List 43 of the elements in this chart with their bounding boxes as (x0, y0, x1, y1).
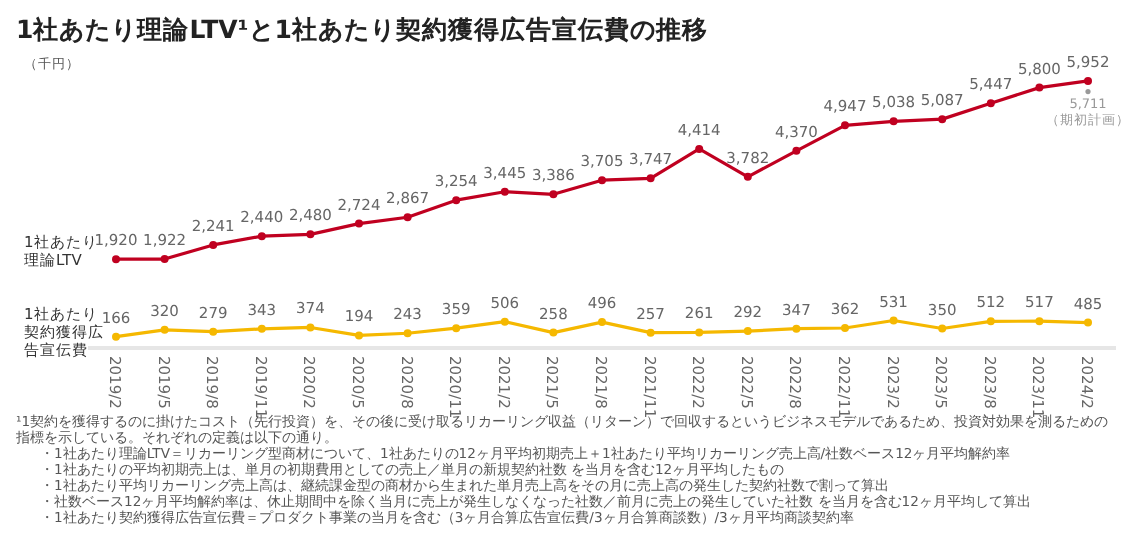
point (743, 172, 752, 181)
point (792, 324, 801, 333)
point (112, 332, 120, 341)
point (306, 323, 315, 332)
point (1035, 317, 1044, 326)
point (792, 146, 801, 155)
point (112, 255, 120, 264)
point (743, 327, 752, 336)
point (1084, 76, 1092, 85)
point (1084, 318, 1092, 327)
point (986, 99, 995, 108)
point (695, 144, 704, 153)
point (160, 255, 169, 264)
point (841, 121, 849, 130)
point (452, 196, 461, 205)
point (938, 115, 947, 124)
point (355, 219, 363, 228)
point (549, 190, 558, 199)
point (695, 328, 704, 337)
point (646, 328, 655, 337)
point (500, 317, 509, 326)
point (549, 328, 558, 337)
point (355, 331, 363, 340)
point (598, 318, 606, 327)
point (500, 187, 509, 196)
point (841, 324, 849, 332)
point (598, 176, 606, 185)
point (306, 230, 315, 239)
point (209, 240, 218, 249)
point (646, 174, 655, 183)
point (889, 316, 898, 325)
point (403, 213, 412, 222)
point (889, 117, 898, 126)
point (160, 325, 169, 334)
point (938, 324, 947, 333)
point (403, 329, 412, 338)
point (1035, 83, 1044, 92)
point (209, 327, 218, 336)
chart-title: 1社あたり理論LTV¹と1社あたり契約獲得広告宣伝費の推移 (16, 14, 708, 44)
point (986, 317, 995, 326)
point (257, 232, 266, 241)
point (257, 324, 266, 333)
point (452, 324, 461, 333)
